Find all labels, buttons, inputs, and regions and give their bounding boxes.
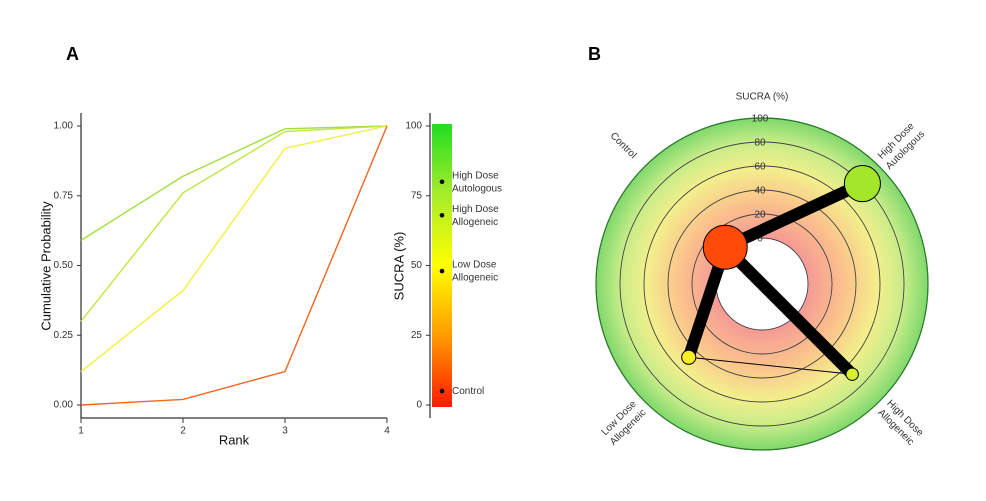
- sucra-point: [439, 388, 445, 394]
- series-line: [80, 125, 388, 406]
- ring-label: 20: [754, 210, 766, 221]
- x-tick-label: 2: [180, 426, 186, 437]
- edge: [720, 242, 857, 379]
- label-line: High Dose: [452, 203, 499, 214]
- ring: [691, 213, 833, 355]
- node: [702, 224, 748, 270]
- category-label: Control: [452, 386, 484, 397]
- y-tick-label: 50: [411, 260, 423, 271]
- colorbar-label: SUCRA (%): [391, 232, 406, 301]
- y-tick-label: 0.25: [54, 330, 74, 341]
- category-label: Low Dose Allogeneic: [452, 259, 498, 283]
- category-label: High DoseAutologous: [875, 119, 927, 171]
- series-line: [80, 125, 388, 241]
- ring: [595, 117, 929, 451]
- panel-label: B: [588, 44, 601, 64]
- sucra-point: [439, 179, 445, 185]
- sucra-point: [439, 268, 445, 274]
- y-tick-label: 1.00: [54, 121, 74, 132]
- x-tick-label: 3: [282, 426, 288, 437]
- label-line: High Dose: [452, 170, 499, 181]
- y-tick-label: 0: [416, 400, 422, 411]
- y-tick-label: 0.75: [54, 190, 74, 201]
- ring-label: 40: [754, 186, 766, 197]
- x-tick-label: 1: [78, 426, 84, 437]
- y-tick-label: 0.00: [54, 400, 74, 411]
- x-axis-label: Rank: [219, 432, 250, 447]
- panel-label: A: [66, 44, 79, 64]
- y-axis-label: Cumulative Probability: [38, 201, 53, 331]
- ring-label: 80: [754, 138, 766, 149]
- ring: [667, 189, 857, 379]
- ring: [643, 165, 881, 403]
- colorbar: [432, 124, 452, 407]
- node: [845, 367, 859, 381]
- label-line: Low Dose: [452, 259, 497, 270]
- y-tick-label: 100: [405, 121, 422, 132]
- label-line: Control: [452, 386, 484, 397]
- category-label: High Dose Allogeneic: [452, 203, 499, 227]
- category-label: High DoseAllogeneic: [875, 398, 925, 448]
- y-tick-label: 25: [411, 330, 423, 341]
- sucra-point: [439, 212, 445, 218]
- series-line: [80, 125, 388, 322]
- ring: [619, 141, 905, 427]
- label-line: Autologous: [452, 183, 502, 194]
- y-tick-label: 75: [411, 190, 423, 201]
- category-label: High Dose Autologous: [452, 170, 502, 194]
- ring-label: 60: [754, 162, 766, 173]
- label-line: Control: [608, 130, 639, 161]
- edge: [722, 178, 865, 253]
- label-line: Allogeneic: [452, 216, 498, 227]
- edge: [688, 356, 853, 375]
- category-label: Control: [608, 130, 639, 161]
- x-tick-label: 4: [384, 426, 390, 437]
- node: [843, 165, 881, 203]
- y-tick-label: 0.50: [54, 260, 74, 271]
- category-label: Low DoseAllogeneic: [599, 398, 649, 448]
- node: [681, 349, 697, 365]
- ring-label: 100: [752, 114, 769, 125]
- series-line: [80, 125, 388, 373]
- label-line: Allogeneic: [452, 272, 498, 283]
- radial-title: SUCRA (%): [736, 92, 789, 103]
- ring-label: 0: [757, 234, 763, 245]
